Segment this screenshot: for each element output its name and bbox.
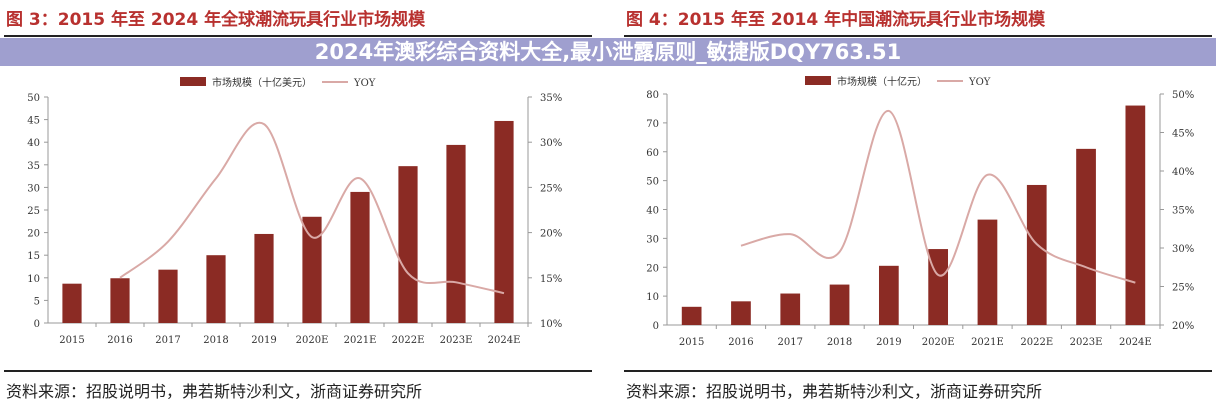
y-tick-label: 60 — [646, 148, 659, 159]
y-tick-label: 20 — [646, 263, 659, 274]
y-tick-label: 25 — [27, 206, 40, 217]
x-tick-label: 2018 — [203, 335, 228, 346]
y2-tick-label: 35% — [540, 93, 562, 104]
y2-tick-label: 50% — [1172, 90, 1194, 101]
y-tick-label: 10 — [27, 274, 40, 285]
x-tick-label: 2016 — [728, 337, 753, 348]
x-tick-label: 2023E — [1070, 337, 1103, 348]
y-tick-label: 0 — [653, 321, 659, 332]
source-note: 资料来源：招股说明书，弗若斯特沙利文，浙商证券研究所 — [6, 382, 423, 401]
legend-line-label: YOY — [968, 77, 991, 88]
legend-bar-swatch — [805, 76, 831, 85]
y2-tick-label: 30% — [540, 138, 562, 149]
y2-tick-label: 15% — [540, 274, 562, 285]
y2-tick-label: 20% — [1172, 321, 1194, 332]
y2-tick-label: 45% — [1172, 129, 1194, 140]
bar-2022E — [1026, 184, 1047, 325]
x-tick-label: 2022E — [392, 335, 425, 346]
x-tick-label: 2016 — [107, 335, 132, 346]
x-tick-label: 2015 — [679, 337, 704, 348]
bar-2015 — [62, 283, 82, 323]
source-divider — [624, 370, 1212, 372]
x-tick-label: 2018 — [827, 337, 852, 348]
y-tick-label: 30 — [27, 183, 40, 194]
legend-bar-label: 市场规模（十亿元） — [837, 75, 927, 88]
bar-2016 — [731, 301, 751, 325]
y-tick-label: 70 — [646, 119, 659, 130]
bar-2018 — [206, 255, 226, 323]
bar-2019 — [254, 233, 274, 323]
y-tick-label: 45 — [27, 116, 40, 127]
y-tick-label: 35 — [27, 161, 40, 172]
bar-2021E — [350, 191, 370, 323]
y-tick-label: 80 — [646, 90, 659, 101]
source-divider — [4, 370, 592, 372]
yoy-line — [119, 121, 505, 295]
x-tick-label: 2024E — [1119, 337, 1152, 348]
chart-svg: 0 10 20 30 40 50 60 70 80 20% 25% 30% 35% 40% 45% 50% 20… — [646, 75, 1194, 348]
y-tick-label: 15 — [27, 251, 40, 262]
banner-text: 2024年澳彩综合资料大全,最小泄露原则_敏捷版DQY763.51 — [314, 40, 902, 64]
bar-2020E — [302, 216, 322, 323]
title-divider — [624, 35, 1212, 37]
x-tick-label: 2019 — [876, 337, 901, 348]
chart-panel-1: 图 3：2015 年至 2024 年全球潮流玩具行业市场规模 0 5 10 15 20 2… — [0, 0, 608, 401]
bar-2017 — [158, 269, 178, 323]
x-tick-label: 2020E — [296, 335, 329, 346]
y-tick-label: 0 — [34, 319, 40, 330]
y-tick-label: 40 — [646, 206, 659, 217]
y2-tick-label: 25% — [540, 183, 562, 194]
bar-2024E — [494, 120, 514, 324]
x-tick-label: 2020E — [922, 337, 955, 348]
chart-title: 图 4：2015 年至 2014 年中国潮流玩具行业市场规模 — [626, 10, 1046, 30]
title-divider — [4, 35, 592, 37]
legend-bar-label: 市场规模（十亿美元） — [212, 76, 312, 89]
bar-2017 — [780, 293, 801, 325]
y2-tick-label: 20% — [540, 229, 562, 240]
bar-2021E — [977, 219, 998, 325]
bar-2024E — [1125, 105, 1146, 325]
chart-title: 图 3：2015 年至 2024 年全球潮流玩具行业市场规模 — [6, 10, 426, 30]
x-tick-label: 2024E — [488, 335, 521, 346]
x-tick-label: 2017 — [155, 335, 180, 346]
y-tick-label: 40 — [27, 138, 40, 149]
y2-tick-label: 35% — [1172, 206, 1194, 217]
legend-line-label: YOY — [353, 78, 376, 89]
x-tick-label: 2021E — [971, 337, 1004, 348]
x-tick-label: 2022E — [1020, 337, 1053, 348]
y2-tick-label: 25% — [1172, 283, 1194, 294]
bar-2023E — [1076, 148, 1096, 325]
bar-2016 — [110, 278, 130, 323]
y-tick-label: 20 — [27, 229, 40, 240]
yoy-line — [740, 109, 1136, 284]
y-tick-label: 30 — [646, 234, 659, 245]
y-tick-label: 5 — [34, 296, 40, 307]
bar-2023E — [446, 144, 466, 323]
legend-bar-swatch — [180, 77, 206, 86]
overlay-banner: 2024年澳彩综合资料大全,最小泄露原则_敏捷版DQY763.51 — [0, 38, 1216, 66]
chart-panel-2: 图 4：2015 年至 2014 年中国潮流玩具行业市场规模 0 10 20 30 40… — [608, 0, 1216, 401]
y2-tick-label: 30% — [1172, 244, 1194, 255]
chart-svg: 0 5 10 15 20 25 30 35 40 45 50 10% 15% 20% 25% 30% 35% 20… — [27, 76, 562, 346]
bar-2015 — [681, 306, 702, 325]
y-tick-label: 50 — [27, 93, 40, 104]
y2-tick-label: 40% — [1172, 167, 1194, 178]
y-tick-label: 50 — [646, 177, 659, 188]
x-tick-label: 2019 — [251, 335, 276, 346]
x-tick-label: 2015 — [59, 335, 84, 346]
source-note: 资料来源：招股说明书，弗若斯特沙利文，浙商证券研究所 — [626, 382, 1043, 401]
x-tick-label: 2021E — [344, 335, 377, 346]
y2-tick-label: 10% — [540, 319, 562, 330]
x-tick-label: 2017 — [778, 337, 803, 348]
bar-2022E — [398, 166, 418, 323]
bar-2018 — [829, 284, 850, 325]
y-tick-label: 10 — [646, 292, 659, 303]
bar-2019 — [878, 265, 899, 325]
x-tick-label: 2023E — [440, 335, 473, 346]
